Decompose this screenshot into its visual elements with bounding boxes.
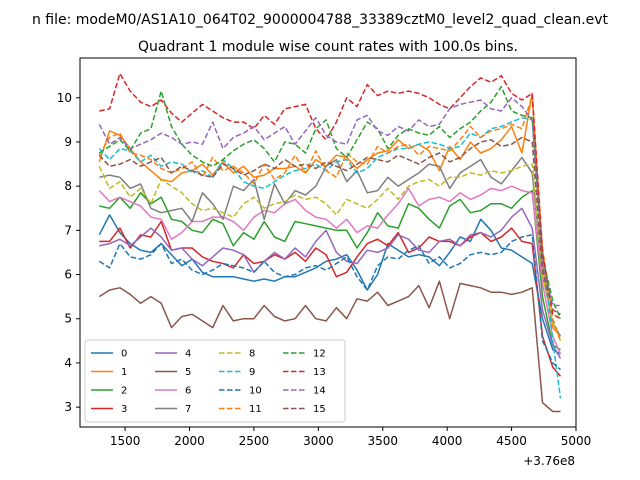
y-tick-label: 3 bbox=[64, 400, 72, 414]
series-line-0 bbox=[98, 214, 561, 355]
series-line-10 bbox=[98, 234, 561, 371]
axis-ticks: 1500 2000 2500 3000 3500 4000 4500 5000 3 4 5 6 7 8 9 1… bbox=[57, 91, 592, 448]
series-line-8 bbox=[98, 163, 562, 342]
x-tick-label: 1500 bbox=[110, 434, 141, 448]
legend-box bbox=[84, 339, 346, 423]
series-line-11 bbox=[98, 94, 562, 342]
y-tick-label: 9 bbox=[64, 135, 72, 149]
series-line-13 bbox=[99, 72, 561, 320]
y-tick-label: 7 bbox=[64, 223, 72, 237]
x-tick-label: 3000 bbox=[303, 434, 334, 448]
x-tick-label: 2000 bbox=[174, 434, 205, 448]
series-line-4 bbox=[99, 207, 562, 359]
legend-label-1: 1 bbox=[121, 367, 127, 378]
series-line-7 bbox=[99, 156, 562, 337]
y-tick-label: 4 bbox=[64, 356, 72, 370]
x-tick-label: 3500 bbox=[367, 434, 398, 448]
series-line-9 bbox=[98, 116, 562, 399]
legend-label-6: 6 bbox=[185, 386, 191, 397]
legend-label-14: 14 bbox=[313, 386, 326, 397]
series-line-2 bbox=[99, 189, 561, 351]
legend-label-4: 4 bbox=[185, 349, 191, 360]
series-line-14 bbox=[98, 97, 561, 307]
legend-label-2: 2 bbox=[121, 386, 127, 397]
chart-suptitle: n file: modeM0/AS1A10_064T02_9000004788_… bbox=[32, 12, 609, 28]
legend-label-9: 9 bbox=[249, 367, 255, 378]
legend-label-7: 7 bbox=[185, 404, 191, 415]
series-line-12 bbox=[98, 85, 562, 320]
legend-label-11: 11 bbox=[249, 404, 262, 415]
legend-label-10: 10 bbox=[249, 386, 262, 397]
series-line-5 bbox=[98, 280, 561, 413]
y-tick-label: 10 bbox=[57, 91, 72, 105]
legend-label-13: 13 bbox=[313, 367, 326, 378]
x-tick-label: 2500 bbox=[239, 434, 270, 448]
legend-label-12: 12 bbox=[313, 349, 326, 360]
series-line-6 bbox=[98, 185, 562, 355]
x-tick-label: 5000 bbox=[561, 434, 592, 448]
legend-label-5: 5 bbox=[185, 367, 191, 378]
plot-border bbox=[79, 57, 577, 428]
y-tick-label: 8 bbox=[64, 179, 72, 193]
series-layer bbox=[98, 72, 562, 413]
legend-label-8: 8 bbox=[249, 349, 255, 360]
series-line-15 bbox=[98, 136, 561, 315]
x-tick-label: 4000 bbox=[432, 434, 463, 448]
x-tick-label: 4500 bbox=[496, 434, 527, 448]
legend-label-3: 3 bbox=[121, 404, 127, 415]
legend-label-15: 15 bbox=[313, 404, 326, 415]
y-tick-label: 6 bbox=[64, 268, 72, 282]
chart-title: Quadrant 1 module wise count rates with … bbox=[138, 39, 518, 55]
y-tick-label: 5 bbox=[64, 312, 72, 326]
series-line-1 bbox=[98, 92, 562, 337]
x-offset-label: +3.76e8 bbox=[523, 454, 575, 468]
legend-label-0: 0 bbox=[121, 349, 127, 360]
